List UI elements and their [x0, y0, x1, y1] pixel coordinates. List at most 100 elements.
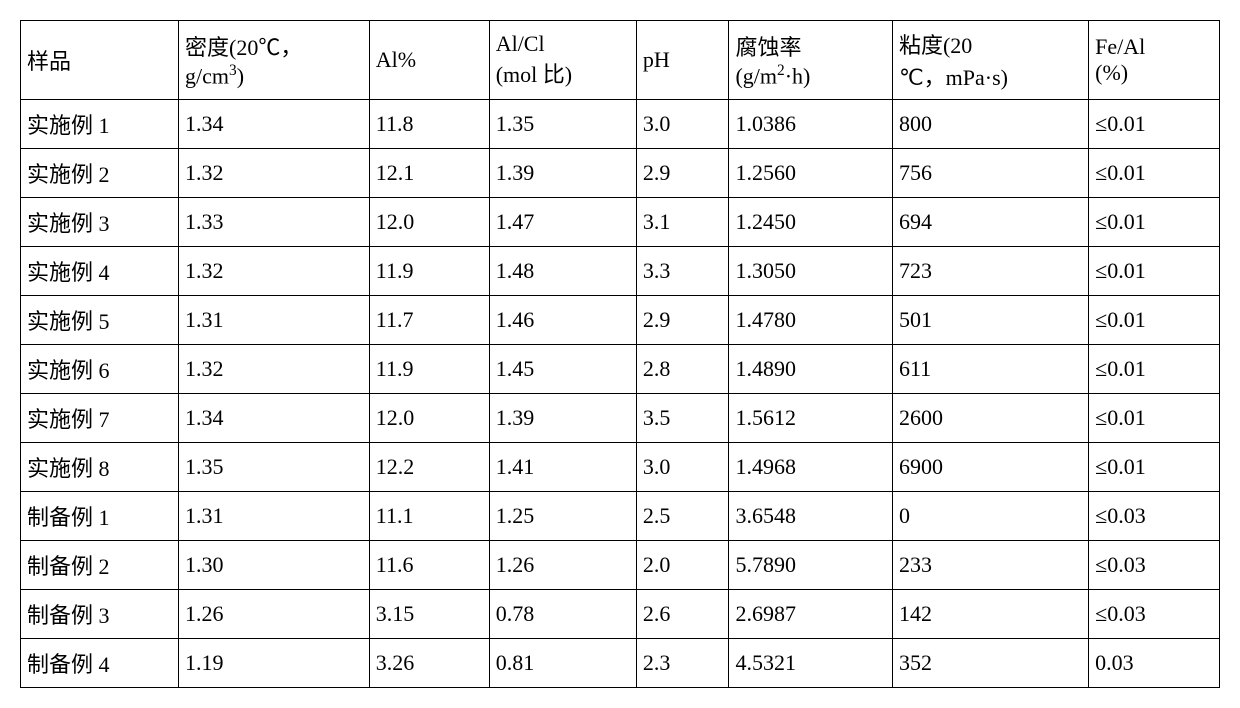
table-cell: 233 — [892, 541, 1088, 590]
table-cell: 1.26 — [179, 590, 370, 639]
table-cell: 2.9 — [636, 149, 729, 198]
table-cell: 1.0386 — [729, 100, 893, 149]
table-cell: 352 — [892, 639, 1088, 688]
table-cell: 1.4780 — [729, 296, 893, 345]
table-cell: 制备例 1 — [21, 492, 179, 541]
table-cell: 6900 — [892, 443, 1088, 492]
table-cell: 11.1 — [369, 492, 489, 541]
table-cell: 1.34 — [179, 100, 370, 149]
table-cell: 5.7890 — [729, 541, 893, 590]
table-cell: 723 — [892, 247, 1088, 296]
table-cell: 1.39 — [489, 149, 636, 198]
table-cell: 3.0 — [636, 100, 729, 149]
table-cell: 1.2560 — [729, 149, 893, 198]
table-cell: 12.2 — [369, 443, 489, 492]
table-cell: 4.5321 — [729, 639, 893, 688]
table-cell: 142 — [892, 590, 1088, 639]
table-cell: 2.5 — [636, 492, 729, 541]
table-header: 样品 密度(20℃，g/cm3) Al% Al/Cl(mol 比) pH 腐蚀率… — [21, 21, 1220, 100]
table-cell: 1.4890 — [729, 345, 893, 394]
table-cell: ≤0.01 — [1089, 100, 1220, 149]
table-cell: 1.39 — [489, 394, 636, 443]
table-cell: 0.81 — [489, 639, 636, 688]
table-cell: 实施例 8 — [21, 443, 179, 492]
table-cell: 12.0 — [369, 198, 489, 247]
table-cell: 11.8 — [369, 100, 489, 149]
table-cell: ≤0.01 — [1089, 247, 1220, 296]
table-cell: 1.41 — [489, 443, 636, 492]
table-cell: 3.5 — [636, 394, 729, 443]
table-cell: 1.2450 — [729, 198, 893, 247]
col-header-al-percent: Al% — [369, 21, 489, 100]
table-row: 实施例 51.3111.71.462.91.4780501≤0.01 — [21, 296, 1220, 345]
table-cell: 2.6 — [636, 590, 729, 639]
table-cell: 1.35 — [179, 443, 370, 492]
table-cell: 1.46 — [489, 296, 636, 345]
table-cell: 11.7 — [369, 296, 489, 345]
col-header-sample: 样品 — [21, 21, 179, 100]
table-cell: 1.48 — [489, 247, 636, 296]
table-cell: 1.3050 — [729, 247, 893, 296]
table-cell: 3.3 — [636, 247, 729, 296]
table-cell: 2.6987 — [729, 590, 893, 639]
table-cell: 制备例 3 — [21, 590, 179, 639]
table-cell: ≤0.01 — [1089, 198, 1220, 247]
table-cell: 756 — [892, 149, 1088, 198]
table-cell: 1.32 — [179, 149, 370, 198]
table-cell: 11.9 — [369, 345, 489, 394]
table-cell: 2.0 — [636, 541, 729, 590]
table-row: 实施例 71.3412.01.393.51.56122600≤0.01 — [21, 394, 1220, 443]
table-cell: 实施例 6 — [21, 345, 179, 394]
table-cell: 12.0 — [369, 394, 489, 443]
col-header-al-cl: Al/Cl(mol 比) — [489, 21, 636, 100]
table-cell: 0 — [892, 492, 1088, 541]
col-header-viscosity: 粘度(20℃，mPa·s) — [892, 21, 1088, 100]
table-cell: 1.4968 — [729, 443, 893, 492]
table-cell: 1.33 — [179, 198, 370, 247]
col-header-corrosion: 腐蚀率(g/m2·h) — [729, 21, 893, 100]
table-cell: 实施例 2 — [21, 149, 179, 198]
header-row: 样品 密度(20℃，g/cm3) Al% Al/Cl(mol 比) pH 腐蚀率… — [21, 21, 1220, 100]
table-cell: 制备例 2 — [21, 541, 179, 590]
table-cell: 1.26 — [489, 541, 636, 590]
table-cell: ≤0.01 — [1089, 296, 1220, 345]
table-cell: 实施例 3 — [21, 198, 179, 247]
table-row: 制备例 31.263.150.782.62.6987142≤0.03 — [21, 590, 1220, 639]
table-cell: ≤0.01 — [1089, 345, 1220, 394]
table-cell: 1.32 — [179, 247, 370, 296]
col-header-fe-al: Fe/Al(%) — [1089, 21, 1220, 100]
table-cell: ≤0.01 — [1089, 149, 1220, 198]
table-cell: ≤0.03 — [1089, 492, 1220, 541]
table-cell: 694 — [892, 198, 1088, 247]
table-cell: 2600 — [892, 394, 1088, 443]
table-cell: 11.6 — [369, 541, 489, 590]
table-cell: 3.0 — [636, 443, 729, 492]
table-cell: 3.15 — [369, 590, 489, 639]
table-cell: 501 — [892, 296, 1088, 345]
table-cell: 2.8 — [636, 345, 729, 394]
col-header-density: 密度(20℃，g/cm3) — [179, 21, 370, 100]
table-row: 实施例 11.3411.81.353.01.0386800≤0.01 — [21, 100, 1220, 149]
table-row: 实施例 31.3312.01.473.11.2450694≤0.01 — [21, 198, 1220, 247]
table-cell: 1.47 — [489, 198, 636, 247]
table-row: 制备例 11.3111.11.252.53.65480≤0.03 — [21, 492, 1220, 541]
table-cell: 实施例 1 — [21, 100, 179, 149]
table-row: 制备例 21.3011.61.262.05.7890233≤0.03 — [21, 541, 1220, 590]
table-row: 制备例 41.193.260.812.34.53213520.03 — [21, 639, 1220, 688]
table-row: 实施例 61.3211.91.452.81.4890611≤0.01 — [21, 345, 1220, 394]
table-cell: ≤0.03 — [1089, 590, 1220, 639]
table-row: 实施例 81.3512.21.413.01.49686900≤0.01 — [21, 443, 1220, 492]
table-cell: 实施例 4 — [21, 247, 179, 296]
table-cell: 12.1 — [369, 149, 489, 198]
table-row: 实施例 21.3212.11.392.91.2560756≤0.01 — [21, 149, 1220, 198]
table-cell: 1.19 — [179, 639, 370, 688]
table-cell: ≤0.01 — [1089, 394, 1220, 443]
table-cell: 1.31 — [179, 296, 370, 345]
table-cell: 11.9 — [369, 247, 489, 296]
table-cell: ≤0.03 — [1089, 541, 1220, 590]
table-cell: 1.35 — [489, 100, 636, 149]
table-cell: 1.34 — [179, 394, 370, 443]
table-cell: 800 — [892, 100, 1088, 149]
table-cell: 611 — [892, 345, 1088, 394]
col-header-ph: pH — [636, 21, 729, 100]
